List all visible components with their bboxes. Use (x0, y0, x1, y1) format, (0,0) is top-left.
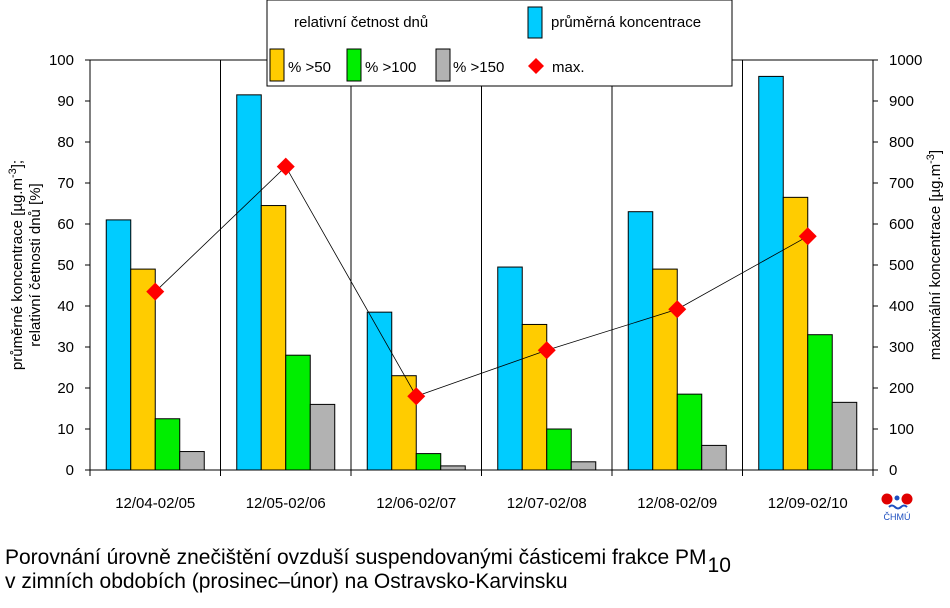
left-tick-label: 20 (57, 380, 74, 397)
right-tick-label: 400 (889, 298, 914, 315)
left-tick-label: 30 (57, 339, 74, 356)
right-tick-label: 200 (889, 380, 914, 397)
bar-avg (105, 219, 132, 471)
max-series (146, 157, 817, 406)
max-marker (537, 341, 556, 360)
legend-label-50: % >50 (288, 59, 331, 76)
max-marker (668, 300, 687, 319)
bar-50 (260, 205, 287, 471)
bar-150 (309, 403, 336, 471)
legend-swatch-avg (527, 6, 543, 39)
bar-50 (130, 268, 156, 471)
bar-avg (236, 94, 262, 471)
legend-label-100: % >100 (365, 59, 416, 76)
left-tick-label: 60 (57, 216, 74, 233)
x-tick-label: 12/09-02/10 (768, 495, 848, 512)
left-tick-label: 90 (57, 93, 74, 110)
legend-box (266, 0, 733, 87)
right-tick-label: 800 (889, 134, 914, 151)
bar-avg (627, 211, 654, 471)
category-separators (220, 60, 743, 470)
y-axis-right-title: maximální koncentrace [µg.m-3] (925, 150, 944, 360)
bar-150 (831, 401, 858, 471)
legend: relativní četnost dnů průměrná koncentra… (266, 0, 733, 87)
plot-area (89, 59, 874, 471)
bar-150 (570, 461, 597, 471)
x-tick-label: 12/04-02/05 (115, 495, 195, 512)
bars (105, 75, 858, 471)
legend-marker-max (528, 58, 544, 74)
x-tick-label: 12/08-02/09 (637, 495, 717, 512)
logo-text: ČHMÚ (884, 512, 911, 522)
left-tick-label: 40 (57, 298, 74, 315)
legend-group-title: relativní četnost dnů (294, 14, 428, 31)
left-tick-label: 10 (57, 421, 74, 438)
x-axis: 12/04-02/05 12/05-02/06 12/06-02/07 12/07-0… (89, 470, 874, 512)
figure-caption: Porovnání úrovně znečištění ovzduší susp… (5, 546, 885, 594)
left-tick-label: 100 (49, 52, 74, 69)
max-line (154, 165, 808, 397)
left-tick-label: 80 (57, 134, 74, 151)
right-tick-label: 700 (889, 175, 914, 192)
y-axis-left-title-line2: relativní četnosti dnů [%] (27, 183, 44, 346)
caption-subscript: 10 (707, 554, 731, 577)
caption-line2: v zimních obdobích (prosinec–únor) na Os… (5, 570, 568, 593)
legend-label-avg: průměrná koncentrace (551, 14, 701, 31)
chmu-logo-graphic: ČHMÚ (881, 493, 913, 522)
right-tick-label: 600 (889, 216, 914, 233)
bar-avg (758, 75, 784, 471)
x-tick-label: 12/07-02/08 (507, 495, 587, 512)
y-axis-right-title-text: maximální koncentrace [µg.m-3] (925, 150, 944, 360)
bar-100 (807, 334, 833, 471)
bar-100 (415, 453, 442, 471)
legend-label-150: % >150 (453, 59, 504, 76)
right-tick-label: 100 (889, 421, 914, 438)
x-tick-label: 12/06-02/07 (376, 495, 456, 512)
max-marker (798, 227, 817, 246)
left-tick-label: 0 (66, 462, 74, 479)
right-axis: 0 100 200 300 400 500 600 700 800 900 1000 (873, 52, 922, 479)
chart: 0 10 20 30 40 50 60 70 80 90 100 0 100 200 300 400 500 6… (7, 0, 944, 512)
left-tick-label: 50 (57, 257, 74, 274)
max-marker (407, 387, 426, 406)
y-axis-left-title-line1: průměrné koncentrace [µg.m-3]; (7, 160, 26, 370)
right-tick-label: 900 (889, 93, 914, 110)
bar-avg (497, 266, 523, 471)
left-axis: 0 10 20 30 40 50 60 70 80 90 100 (49, 52, 90, 479)
left-tick-label: 70 (57, 175, 74, 192)
bar-100 (154, 418, 181, 471)
right-tick-label: 500 (889, 257, 914, 274)
right-tick-label: 1000 (889, 52, 922, 69)
bar-150 (701, 444, 727, 471)
bar-150 (440, 465, 466, 471)
legend-label-max: max. (552, 59, 585, 76)
right-tick-label: 0 (889, 462, 897, 479)
bar-150 (179, 451, 205, 471)
bar-100 (676, 393, 703, 471)
caption-line1: Porovnání úrovně znečištění ovzduší susp… (5, 546, 731, 577)
right-tick-label: 300 (889, 339, 914, 356)
bar-50 (652, 268, 678, 471)
x-tick-label: 12/05-02/06 (246, 495, 326, 512)
y-axis-left-title: průměrné koncentrace [µg.m-3]; relativní… (7, 160, 44, 370)
max-marker (146, 282, 165, 301)
bar-100 (285, 354, 311, 471)
bar-avg (366, 311, 393, 471)
legend-swatch-50 (269, 48, 285, 82)
legend-swatch-100 (346, 48, 362, 82)
bar-100 (546, 428, 572, 471)
max-marker (276, 157, 295, 176)
chmu-logo-icon: ČHMÚ (880, 492, 914, 522)
legend-swatch-150 (435, 48, 451, 82)
